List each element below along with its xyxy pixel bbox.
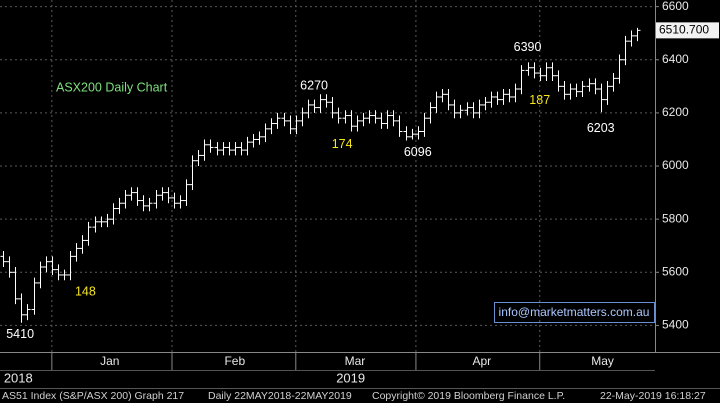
y-tick-label: 6000 — [662, 158, 689, 172]
y-tick-label: 5600 — [662, 264, 689, 278]
annotation: 148 — [75, 285, 96, 299]
annotation: 5410 — [6, 327, 34, 341]
y-tick-label: 6600 — [662, 0, 689, 13]
x-tick-label: Mar — [345, 354, 366, 368]
y-tick-label: 6200 — [662, 105, 689, 119]
watermark: info@marketmatters.com.au — [499, 305, 650, 319]
chart-title: ASX200 Daily Chart — [56, 80, 168, 94]
y-tick-label: 5400 — [662, 318, 689, 332]
annotation: 6390 — [514, 40, 542, 54]
watermark-box — [494, 302, 655, 323]
x-tick-label: Apr — [472, 354, 491, 368]
footer-text: Copyright© 2019 Bloomberg Finance L.P. — [372, 390, 565, 402]
last-price-label: 6510.700 — [659, 23, 709, 37]
last-price-box — [656, 22, 719, 39]
annotation: 6096 — [404, 145, 432, 159]
x-tick-label: Feb — [224, 354, 245, 368]
annotation: 174 — [332, 137, 353, 151]
year-label: 2018 — [4, 370, 33, 385]
y-tick-label: 6400 — [662, 52, 689, 66]
footer-text: 22-May-2019 16:18:27 — [600, 390, 706, 402]
annotation: 6203 — [587, 121, 615, 135]
annotation: 187 — [529, 93, 550, 107]
annotation: 6270 — [300, 79, 328, 93]
x-tick-label: May — [591, 354, 614, 368]
x-tick-label: Jan — [100, 354, 119, 368]
footer-text: Daily 22MAY2018-22MAY2019 — [208, 390, 352, 402]
y-tick-label: 5800 — [662, 211, 689, 225]
footer-text: AS51 Index (S&P/ASX 200) Graph 217 — [2, 390, 184, 402]
year-label: 2019 — [336, 370, 365, 385]
